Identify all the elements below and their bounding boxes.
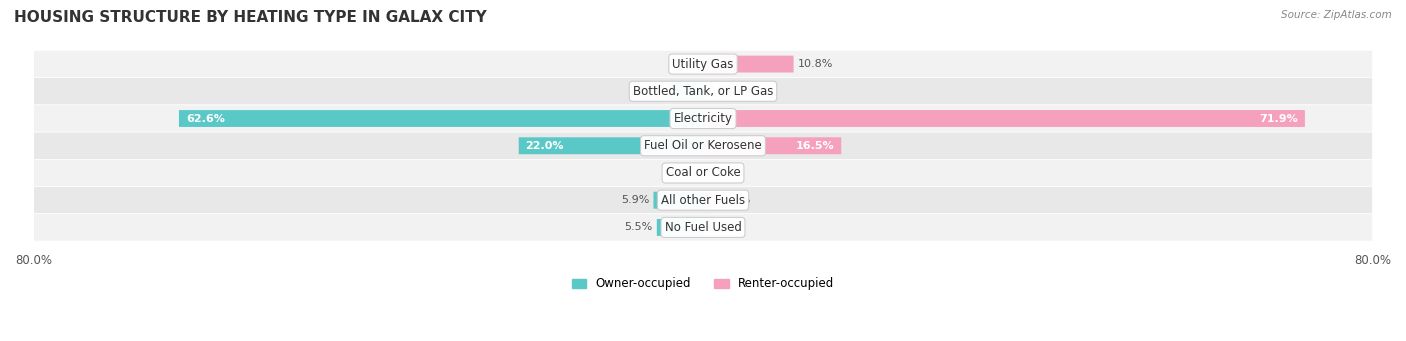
Text: Bottled, Tank, or LP Gas: Bottled, Tank, or LP Gas: [633, 85, 773, 98]
FancyBboxPatch shape: [703, 137, 841, 154]
Text: 0.0%: 0.0%: [671, 59, 699, 69]
Text: Source: ZipAtlas.com: Source: ZipAtlas.com: [1281, 10, 1392, 20]
Text: 16.5%: 16.5%: [796, 141, 834, 151]
Text: 0.0%: 0.0%: [707, 168, 735, 178]
FancyBboxPatch shape: [179, 110, 703, 127]
FancyBboxPatch shape: [34, 187, 1372, 214]
FancyBboxPatch shape: [703, 192, 711, 209]
Text: All other Fuels: All other Fuels: [661, 194, 745, 207]
Text: Electricity: Electricity: [673, 112, 733, 125]
Text: No Fuel Used: No Fuel Used: [665, 221, 741, 234]
FancyBboxPatch shape: [34, 214, 1372, 241]
Text: 0.0%: 0.0%: [707, 86, 735, 96]
FancyBboxPatch shape: [657, 219, 703, 236]
Text: 0.0%: 0.0%: [707, 222, 735, 233]
FancyBboxPatch shape: [668, 83, 703, 100]
FancyBboxPatch shape: [654, 192, 703, 209]
FancyBboxPatch shape: [34, 50, 1372, 78]
FancyBboxPatch shape: [34, 132, 1372, 159]
Text: Fuel Oil or Kerosene: Fuel Oil or Kerosene: [644, 139, 762, 152]
FancyBboxPatch shape: [34, 159, 1372, 187]
Text: Coal or Coke: Coal or Coke: [665, 166, 741, 179]
FancyBboxPatch shape: [703, 56, 793, 73]
Text: Utility Gas: Utility Gas: [672, 58, 734, 71]
Text: 0.0%: 0.0%: [671, 168, 699, 178]
Text: HOUSING STRUCTURE BY HEATING TYPE IN GALAX CITY: HOUSING STRUCTURE BY HEATING TYPE IN GAL…: [14, 10, 486, 25]
Text: 10.8%: 10.8%: [797, 59, 832, 69]
FancyBboxPatch shape: [34, 105, 1372, 132]
FancyBboxPatch shape: [519, 137, 703, 154]
Text: 0.91%: 0.91%: [714, 195, 751, 205]
Text: 22.0%: 22.0%: [526, 141, 564, 151]
Legend: Owner-occupied, Renter-occupied: Owner-occupied, Renter-occupied: [567, 272, 839, 295]
Text: 4.1%: 4.1%: [636, 86, 665, 96]
Text: 71.9%: 71.9%: [1260, 114, 1298, 123]
FancyBboxPatch shape: [34, 78, 1372, 105]
Text: 62.6%: 62.6%: [186, 114, 225, 123]
Text: 5.5%: 5.5%: [624, 222, 652, 233]
Text: 5.9%: 5.9%: [621, 195, 650, 205]
FancyBboxPatch shape: [703, 110, 1305, 127]
